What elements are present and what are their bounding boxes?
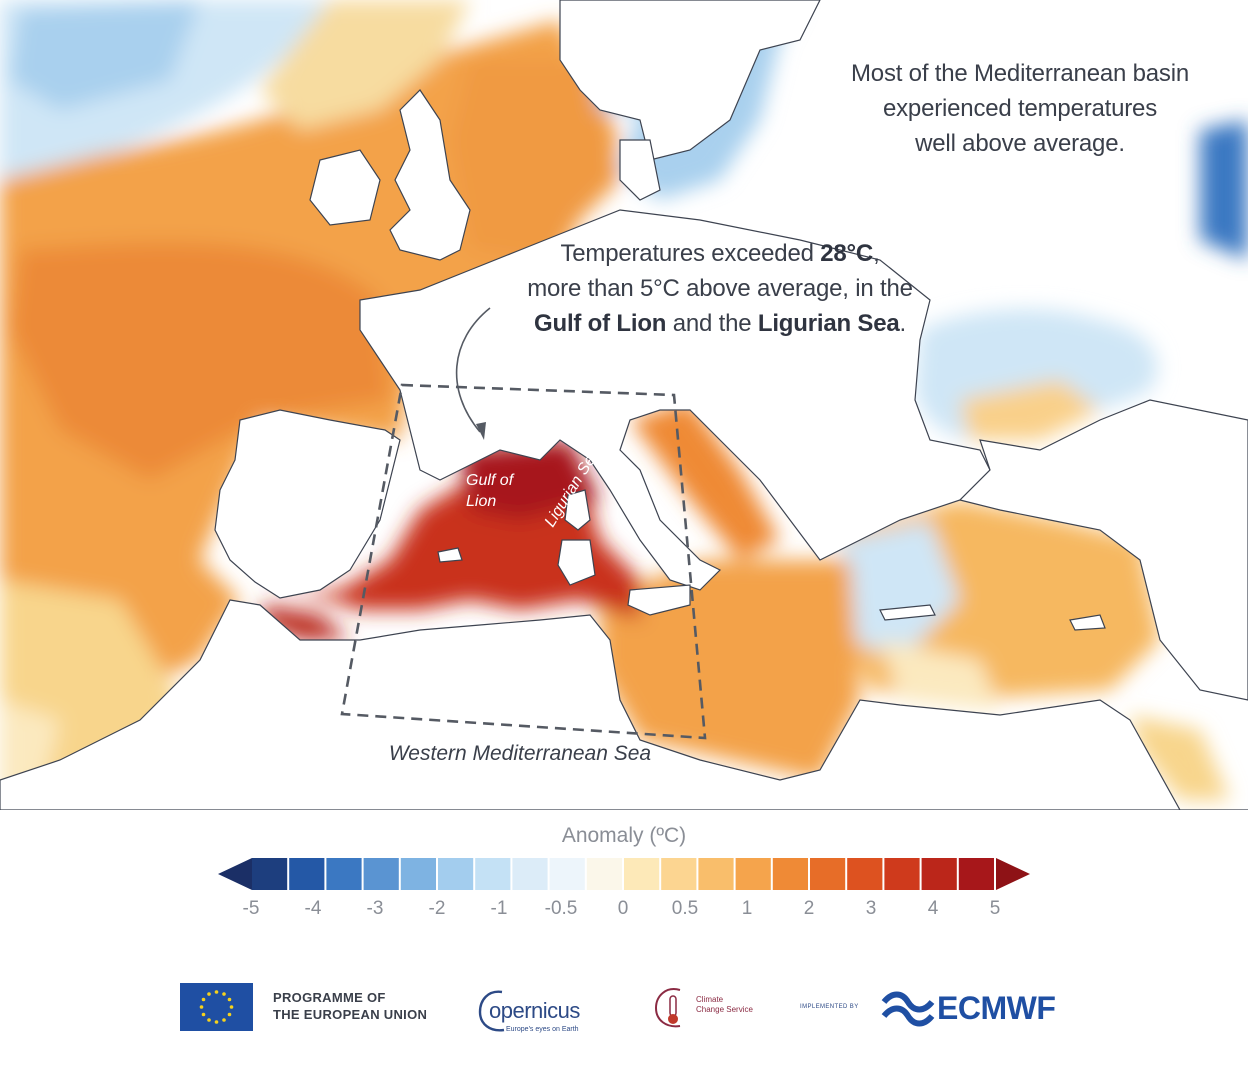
sea-anomaly-field [0,0,1248,810]
c3s-line-2: Change Service [696,1005,753,1014]
legend-swatch [363,858,399,890]
legend-swatch [326,858,362,890]
ecmwf-logo: ECMWF [880,988,1080,1028]
legend-swatch [624,858,660,890]
legend-swatch [698,858,734,890]
ecmwf-waves-icon [881,991,935,1027]
anomaly-map: Most of the Mediterranean basin experien… [0,0,1248,810]
temp-line-3: Gulf of Lion and the Ligurian Sea. [470,306,970,341]
legend-tick-label: 4 [927,898,939,919]
partner-logos: PROGRAMME OF THE EUROPEAN UNION opernicu… [0,960,1248,1060]
legend-ticks: -5 -4 -3 -2 -1 -0.5 0 0.5 1 2 3 4 5 [0,898,1248,928]
legend-swatch [661,858,697,890]
basin-annotation: Most of the Mediterranean basin experien… [790,56,1248,161]
basin-line-1: Most of the Mediterranean basin [851,60,1189,87]
eu-star-icon [207,1018,211,1022]
eu-line-2: THE EUROPEAN UNION [273,1007,428,1022]
copernicus-logo: opernicus Europe's eyes on Earth [474,980,624,1040]
eu-star-icon [201,997,206,1002]
legend-swatch [810,858,846,890]
temperature-annotation: Temperatures exceeded 28°C, more than 5°… [470,236,970,341]
legend-tick-label: -0.5 [544,898,578,919]
legend-swatch [772,858,808,890]
legend-swatch [958,858,994,890]
legend-swatch [549,858,585,890]
western-med-region-box [340,383,707,740]
pointer-arrow [455,307,491,440]
legend-tick-label: 3 [865,898,877,919]
c3s-logo: Climate Change Service [650,982,780,1034]
eu-star-icon [214,1020,219,1024]
eu-line-1: PROGRAMME OF [273,990,386,1005]
basin-line-3: well above average. [915,130,1125,157]
eu-star-icon [214,990,219,994]
eu-star-icon [222,1018,226,1022]
temp-line-1-prefix: Temperatures exceeded [560,240,821,267]
legend-swatch [884,858,920,890]
eu-star-icon [207,992,211,996]
c3s-line-1: Climate [696,995,724,1004]
legend-title: Anomaly (ºC) [561,824,687,847]
eu-star-icon [201,1012,206,1017]
gulf-of-lion-label: Gulf of Lion [466,472,514,510]
legend-tick-label: -4 [304,898,322,919]
eu-star-icon [229,1005,234,1009]
ecmwf-wordmark: ECMWF [937,990,1056,1026]
legend-swatch [438,858,474,890]
temp-line-1: Temperatures exceeded 28°C, [470,236,970,271]
legend-swatch [847,858,883,890]
legend-tick-label: 2 [803,898,815,919]
eu-star-icon [227,997,232,1002]
legend-swatch [512,858,548,890]
legend-high-arrow [996,858,1030,890]
temp-line-3-suffix: . [899,310,907,337]
temp-line-1-suffix: , [873,240,880,267]
legend-swatch [252,858,288,890]
legend-swatch [586,858,622,890]
eu-flag-icon [180,983,253,1031]
legend-tick-label: -1 [490,898,508,919]
legend-swatch [921,858,957,890]
temp-line-1-bold: 28°C [820,240,874,267]
temp-line-3-mid: and the [666,310,758,337]
legend-swatch [400,858,436,890]
copernicus-wordmark: opernicus [489,998,580,1023]
thermometer-icon [654,988,681,1028]
legend-swatch [475,858,511,890]
legend-swatch [289,858,325,890]
c3s-text: Climate Change Service [696,995,753,1015]
basin-line-2: experienced temperatures [882,95,1158,122]
eu-star-icon [199,1005,204,1009]
legend-tick-label: 5 [989,898,1001,919]
copernicus-tagline: Europe's eyes on Earth [506,1026,579,1033]
legend-tick-label: -5 [242,898,260,919]
eu-programme-text: PROGRAMME OF THE EUROPEAN UNION [273,989,427,1023]
implemented-by-text: IMPLEMENTED BY [800,1004,859,1010]
western-med-label: Western Mediterranean Sea [388,742,652,765]
legend-tick-label: -2 [428,898,446,919]
eu-stars-icon [199,990,234,1024]
temp-line-2: more than 5°C above average, in the [527,275,913,302]
eu-star-icon [222,992,226,996]
legend-swatch [735,858,771,890]
legend-tick-label: 0.5 [671,898,699,919]
legend-tick-label: 1 [741,898,753,919]
legend-low-arrow [218,858,252,890]
gulf-of-lion-bold: Gulf of Lion [534,310,667,337]
legend-tick-label: 0 [617,898,629,919]
color-legend: Anomaly (ºC) -5 -4 -3 -2 -1 -0.5 0 0.5 1 2 3 4 5 [0,810,1248,940]
legend-tick-label: -3 [366,898,384,919]
map-canvas [0,0,1248,810]
ligurian-sea-bold: Ligurian Sea [757,310,900,337]
eu-star-icon [227,1012,232,1017]
copernicus-c-icon [478,990,505,1032]
legend-colorbar [218,858,1030,890]
